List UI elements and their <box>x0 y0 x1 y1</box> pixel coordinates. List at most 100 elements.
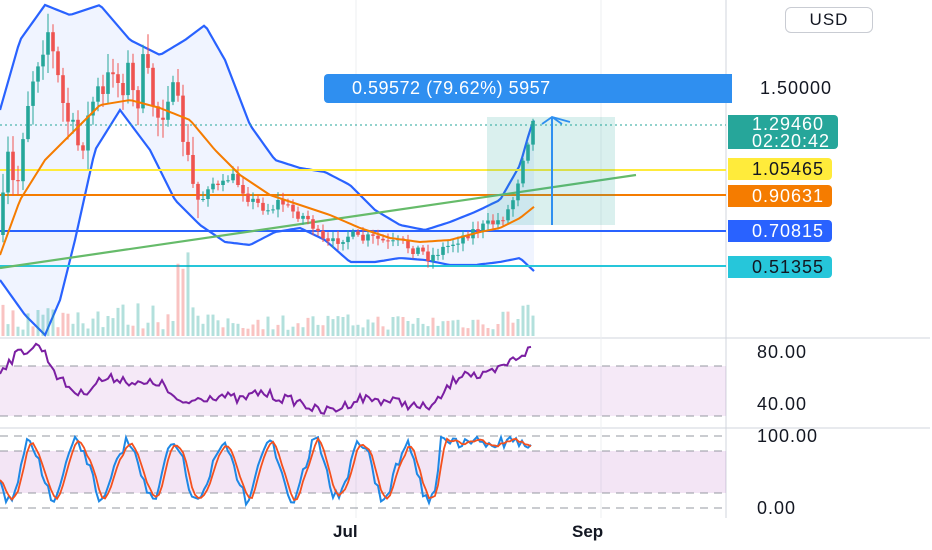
volume-bar <box>416 318 420 336</box>
candle-body <box>151 67 155 107</box>
volume-bar <box>481 324 485 336</box>
candle-body <box>346 236 350 243</box>
candle-body <box>41 54 45 67</box>
current-price: 1.29460 <box>752 114 825 134</box>
stoch-d-line <box>0 436 532 502</box>
candle-body <box>531 120 535 145</box>
volume-bar <box>106 316 110 336</box>
candle-body <box>331 238 335 242</box>
volume-bar <box>296 323 300 336</box>
candle-body <box>486 220 490 224</box>
candle-body <box>191 155 195 184</box>
candle-body <box>386 240 390 242</box>
volume-bar <box>441 321 445 336</box>
candle-body <box>201 199 205 200</box>
candle-body <box>371 234 375 236</box>
volume-bar <box>371 322 375 336</box>
volume-bar <box>186 252 190 336</box>
candle-body <box>361 234 365 241</box>
candle-body <box>381 238 385 241</box>
volume-bar <box>311 316 315 336</box>
candle-body <box>326 238 330 242</box>
volume-bar <box>76 312 80 336</box>
volume-bar <box>166 314 170 336</box>
volume-bar <box>306 317 310 336</box>
volume-bar <box>121 304 125 336</box>
candle-body <box>211 183 215 190</box>
candle-body <box>281 200 285 205</box>
candle-body <box>466 235 470 239</box>
volume-bar <box>451 320 455 336</box>
candle-body <box>101 86 105 94</box>
volume-bar <box>31 326 35 336</box>
candle-body <box>161 117 165 120</box>
volume-bar <box>486 328 490 336</box>
candle-body <box>196 183 200 200</box>
candle-body <box>461 235 465 244</box>
volume-bar <box>356 324 360 336</box>
candle-body <box>111 72 115 75</box>
stoch-axis-lower: 0.00 <box>757 498 797 518</box>
volume-bar <box>461 327 465 336</box>
volume-bar <box>251 324 255 336</box>
candle-body <box>291 204 295 212</box>
candle-body <box>116 74 120 83</box>
volume-bar <box>16 326 20 336</box>
volume-bar <box>361 327 365 336</box>
volume-bar <box>111 318 115 336</box>
candle-body <box>421 247 425 252</box>
measure-tool-label: 0.59572 (79.62%) 5957 <box>324 74 732 103</box>
candle-body <box>186 141 190 155</box>
candle-body <box>341 242 345 244</box>
candle-body <box>86 115 90 151</box>
candle-body <box>31 81 35 106</box>
candle-countdown: 02:20:42 <box>752 131 831 151</box>
candle-body <box>446 245 450 247</box>
candle-body <box>431 254 435 261</box>
candle-body <box>136 90 140 109</box>
candle-body <box>266 210 270 212</box>
volume-bar <box>351 325 355 336</box>
candle-body <box>21 139 25 182</box>
candle-body <box>11 151 15 181</box>
volume-bar <box>101 327 105 336</box>
volume-bar <box>431 317 435 336</box>
candle-body <box>336 238 340 244</box>
candle-body <box>81 145 85 151</box>
candle-body <box>236 173 240 185</box>
volume-bar <box>276 324 280 336</box>
stoch-axis-upper: 100.00 <box>757 426 819 446</box>
candle-body <box>131 62 135 91</box>
volume-bar <box>516 319 520 336</box>
volume-bar <box>456 319 460 336</box>
candle-body <box>491 220 495 225</box>
currency-button[interactable]: USD <box>785 7 873 33</box>
volume-bar <box>176 263 180 336</box>
candle-body <box>66 102 70 122</box>
candle-body <box>121 83 125 96</box>
level-tag-orange: 0.90631 <box>728 185 833 207</box>
time-label-sep: Sep <box>572 522 604 541</box>
candle-body <box>1 192 5 235</box>
candle-body <box>501 220 505 222</box>
candle-body <box>316 228 320 231</box>
volume-bar <box>396 316 400 336</box>
candle-body <box>296 211 300 219</box>
volume-bar <box>71 323 75 336</box>
price-axis-tick: 1.50000 <box>760 78 833 98</box>
volume-bar <box>51 309 55 336</box>
candle-body <box>176 82 180 96</box>
candle-body <box>351 231 355 237</box>
volume-bar <box>496 324 500 336</box>
volume-bar <box>386 329 390 336</box>
candle-body <box>451 244 455 246</box>
candle-body <box>456 243 460 245</box>
candle-body <box>106 72 110 94</box>
volume-bar <box>21 329 25 336</box>
candle-body <box>311 219 315 229</box>
bollinger-upper <box>0 3 536 231</box>
candle-body <box>301 215 305 219</box>
candle-body <box>506 209 510 221</box>
volume-bar <box>196 315 200 336</box>
